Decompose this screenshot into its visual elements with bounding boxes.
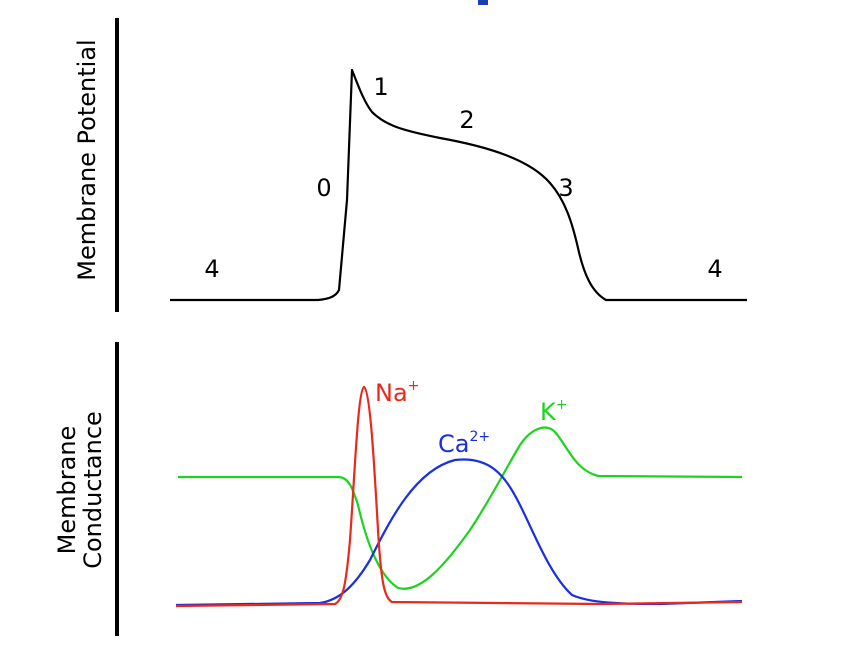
top-ylabel: Membrane Potential <box>73 39 101 280</box>
calcium-label-base: Ca <box>438 430 469 458</box>
top-panel: Membrane Potential 4 0 1 2 3 4 <box>73 18 747 312</box>
calcium-label: Ca2+ <box>438 429 490 458</box>
clipped-title-fragment <box>478 0 488 5</box>
bottom-ylabel-line1: Membrane <box>53 426 81 555</box>
potassium-conductance-curve <box>178 426 743 590</box>
phase-label-4-left: 4 <box>204 255 219 283</box>
sodium-conductance-curve <box>175 385 743 608</box>
phase-label-2: 2 <box>459 106 474 134</box>
potassium-label-base: K <box>540 398 557 426</box>
phase-label-4-right: 4 <box>707 255 722 283</box>
phase-label-0: 0 <box>316 174 331 202</box>
phase-label-3: 3 <box>558 174 573 202</box>
potassium-label-charge: + <box>556 397 568 413</box>
sodium-label-charge: + <box>408 378 420 394</box>
bottom-ylabel-line2: Conductance <box>79 411 107 569</box>
bottom-panel: Membrane Conductance Na+ Ca2+ K+ <box>53 342 743 636</box>
calcium-conductance-curve <box>175 458 743 607</box>
potassium-label: K+ <box>540 397 567 426</box>
sodium-label-base: Na <box>375 379 408 407</box>
calcium-label-charge: 2+ <box>469 429 490 445</box>
phase-label-1: 1 <box>373 73 388 101</box>
membrane-potential-curve <box>170 68 747 302</box>
sodium-label: Na+ <box>375 378 419 407</box>
